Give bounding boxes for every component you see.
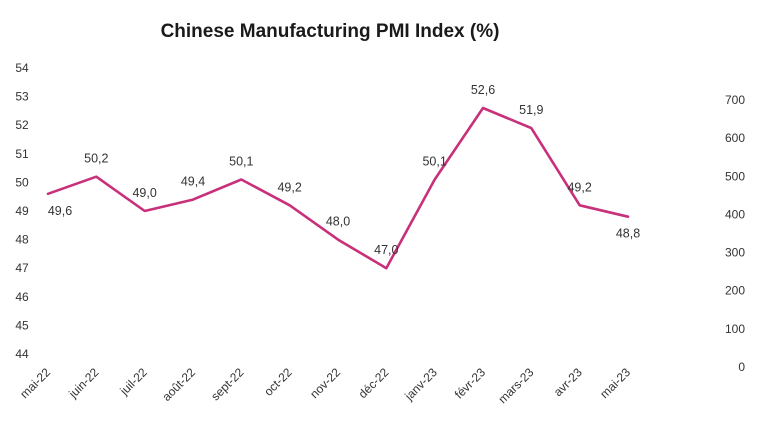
y-tick-label: 52 [15, 118, 29, 132]
x-tick-label: nov-22 [307, 365, 343, 401]
y-tick-label: 54 [15, 61, 29, 75]
y2-tick-label: 400 [725, 207, 745, 221]
y-tick-label: 47 [15, 261, 29, 275]
y-axis-left: 54 53 52 51 50 49 48 47 46 45 44 [15, 61, 29, 361]
x-tick-label: mai-23 [597, 365, 633, 401]
data-label: 50,1 [229, 155, 253, 169]
data-label: 47,0 [374, 243, 398, 257]
x-tick-label: févr-23 [452, 365, 489, 402]
y-tick-label: 46 [15, 290, 29, 304]
y-tick-label: 51 [15, 147, 29, 161]
x-tick-label: déc-22 [356, 365, 392, 401]
x-tick-label: juin-22 [65, 365, 101, 401]
data-label: 49,6 [48, 204, 72, 218]
y-tick-label: 50 [15, 175, 29, 189]
y2-tick-label: 100 [725, 322, 745, 336]
y-tick-label: 45 [15, 318, 29, 332]
x-tick-label: juil-22 [117, 365, 150, 398]
y-tick-label: 44 [15, 347, 29, 361]
y-tick-label: 53 [15, 90, 29, 104]
y2-tick-label: 0 [738, 360, 745, 374]
x-tick-label: mars-23 [495, 365, 536, 406]
x-tick-label: avr-23 [551, 365, 585, 399]
data-label: 50,1 [422, 155, 446, 169]
data-label: 52,6 [471, 83, 495, 97]
data-label: 49,2 [567, 180, 591, 194]
data-label: 50,2 [84, 152, 108, 166]
series-line [46, 106, 630, 270]
data-label: 49,0 [132, 186, 156, 200]
x-tick-label: janv-23 [401, 365, 440, 404]
y-axis-right: 700 600 500 400 300 200 100 0 [725, 93, 745, 374]
data-label: 49,2 [277, 180, 301, 194]
data-labels: 49,6 50,2 49,0 49,4 50,1 49,2 48,0 47,0 50,1 52,6… [48, 83, 640, 257]
y2-tick-label: 500 [725, 169, 745, 183]
y2-tick-label: 700 [725, 93, 745, 107]
y2-tick-label: 300 [725, 246, 745, 260]
series-pmi [46, 106, 630, 270]
data-label: 48,0 [326, 215, 350, 229]
x-tick-label: août-22 [159, 365, 198, 404]
x-tick-label: sept-22 [208, 365, 246, 403]
x-tick-label: oct-22 [261, 365, 295, 399]
data-label: 49,4 [181, 175, 205, 189]
y-tick-label: 49 [15, 204, 29, 218]
data-label: 48,8 [616, 227, 640, 241]
x-tick-label: mai-22 [17, 365, 53, 401]
x-axis: mai-22 juin-22 juil-22 août-22 sept-22 oct-22… [17, 365, 633, 406]
y2-tick-label: 600 [725, 131, 745, 145]
y-tick-label: 48 [15, 233, 29, 247]
chart-title: Chinese Manufacturing PMI Index (%) [161, 21, 500, 42]
y2-tick-label: 200 [725, 284, 745, 298]
data-label: 51,9 [519, 103, 543, 117]
